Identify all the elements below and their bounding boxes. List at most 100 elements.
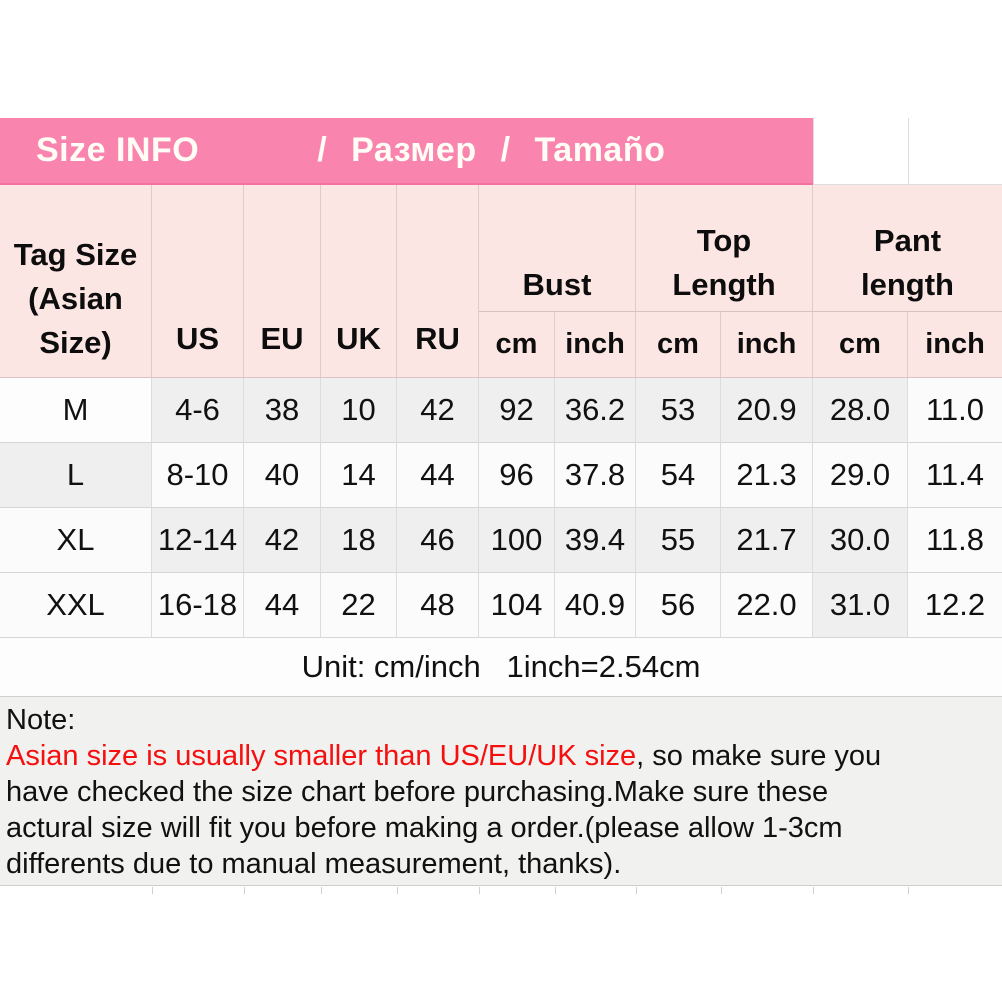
column-tick: [152, 887, 153, 894]
header-tag-size-line: (Asian: [28, 280, 123, 316]
table-cell: 92: [479, 378, 555, 443]
table-cell: 11.0: [908, 378, 1002, 443]
column-tick: [636, 887, 637, 894]
note-line-4: differents due to manual measurement, th…: [6, 848, 622, 880]
table-cell: 31.0: [813, 573, 908, 638]
table-cell: 11.4: [908, 443, 1002, 508]
header-top-inch: inch: [721, 312, 813, 378]
header-bust-cm: cm: [479, 312, 555, 378]
note-line-2: have checked the size chart before purch…: [6, 776, 829, 808]
table-cell: 44: [244, 573, 321, 638]
table-cell: 10: [321, 378, 397, 443]
table-cell: 36.2: [555, 378, 636, 443]
header-eu-label: EU: [260, 320, 304, 356]
title-separator: /: [500, 131, 511, 169]
column-tick: [321, 887, 322, 894]
column-tick: [813, 887, 814, 894]
table-cell: 21.7: [721, 508, 813, 573]
table-cell: 42: [397, 378, 479, 443]
table-cell: 53: [636, 378, 721, 443]
table-cell: 21.3: [721, 443, 813, 508]
table-cell: 100: [479, 508, 555, 573]
table-cell: 46: [397, 508, 479, 573]
header-pant-length-line: length: [861, 266, 954, 302]
header-uk-label: UK: [336, 320, 381, 356]
table-cell: 54: [636, 443, 721, 508]
header-top-cm: cm: [636, 312, 721, 378]
header-tag-size-line: Size): [39, 324, 112, 360]
table-cell: 14: [321, 443, 397, 508]
table-cell-tag: M: [0, 378, 152, 443]
table-cell: 4-6: [152, 378, 244, 443]
column-tick: [244, 887, 245, 894]
empty-cell: [813, 118, 908, 185]
table-cell: 40.9: [555, 573, 636, 638]
table-cell: 42: [244, 508, 321, 573]
table-cell: 22.0: [721, 573, 813, 638]
column-tick: [721, 887, 722, 894]
table-cell: 39.4: [555, 508, 636, 573]
header-pant-length-line: Pant: [873, 222, 942, 258]
header-pant-length: Pant length: [813, 185, 1002, 312]
unit-label: cm: [495, 327, 538, 360]
table-cell-tag: XL: [0, 508, 152, 573]
note-line-1: Asian size is usually smaller than US/EU…: [6, 738, 1002, 774]
table-cell: 96: [479, 443, 555, 508]
table-cell: 37.8: [555, 443, 636, 508]
column-tick: [555, 887, 556, 894]
header-eu: EU: [244, 185, 321, 378]
header-tag-size: Tag Size (Asian Size): [0, 185, 152, 378]
title-tamano: Tamaño: [534, 131, 666, 169]
header-tag-size-line: Tag Size: [13, 236, 138, 272]
column-tick: [908, 887, 909, 894]
note-heading: Note:: [6, 704, 76, 736]
note-line-3: actural size will fit you before making …: [6, 812, 843, 844]
bottom-column-ticks: [0, 887, 1002, 895]
header-bust-inch: inch: [555, 312, 636, 378]
table-cell: 44: [397, 443, 479, 508]
table-cell: 16-18: [152, 573, 244, 638]
table-cell: 28.0: [813, 378, 908, 443]
header-uk: UK: [321, 185, 397, 378]
unit-label: inch: [736, 327, 797, 360]
header-top-length-line: Length: [672, 266, 776, 302]
table-cell: 56: [636, 573, 721, 638]
table-cell: 8-10: [152, 443, 244, 508]
table-cell: 22: [321, 573, 397, 638]
note-red-text: Asian size is usually smaller than US/EU…: [6, 740, 637, 772]
note-section: Note: Asian size is usually smaller than…: [0, 697, 1002, 886]
header-us: US: [152, 185, 244, 378]
table-cell: 30.0: [813, 508, 908, 573]
table-cell: 12.2: [908, 573, 1002, 638]
table-cell: 11.8: [908, 508, 1002, 573]
table-cell: 48: [397, 573, 479, 638]
header-top-length: Top Length: [636, 185, 813, 312]
header-ru: RU: [397, 185, 479, 378]
column-tick: [397, 887, 398, 894]
empty-cell: [908, 118, 1002, 185]
table-cell: 38: [244, 378, 321, 443]
table-cell: 18: [321, 508, 397, 573]
table-cell-tag: L: [0, 443, 152, 508]
title-size-info: Size INFO: [36, 131, 200, 169]
unit-label: inch: [565, 327, 625, 360]
header-bust: Bust: [479, 185, 636, 312]
unit-label: cm: [839, 327, 881, 360]
header-pant-cm: cm: [813, 312, 908, 378]
title-bar: Size INFO / Размер / Tamaño: [0, 118, 813, 185]
table-cell-tag: XXL: [0, 573, 152, 638]
header-ru-label: RU: [415, 320, 460, 356]
table-cell: 104: [479, 573, 555, 638]
header-top-length-line: Top: [696, 222, 752, 258]
size-table: Size INFO / Размер / Tamaño Tag Size (As…: [0, 118, 1002, 697]
table-cell: 20.9: [721, 378, 813, 443]
title-razmer: Размер: [351, 131, 477, 169]
unit-label: cm: [657, 327, 699, 360]
table-cell: 55: [636, 508, 721, 573]
table-cell: 12-14: [152, 508, 244, 573]
title-separator: /: [317, 131, 328, 169]
header-bust-label: Bust: [522, 266, 592, 302]
table-cell: 40: [244, 443, 321, 508]
header-pant-inch: inch: [908, 312, 1002, 378]
